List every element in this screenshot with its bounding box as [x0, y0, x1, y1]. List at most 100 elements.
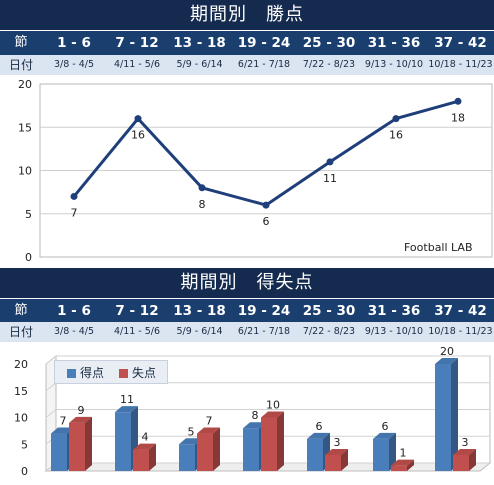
goals-legend: 得点 失点: [54, 360, 168, 384]
y-tick-label: 0: [25, 251, 32, 262]
section-cell: 7 - 12: [115, 35, 159, 51]
bar-label-goals-for: 11: [120, 393, 134, 406]
bar-label-goals-for: 5: [188, 425, 195, 438]
football-lab-watermark: Football LAB: [404, 241, 473, 254]
bar-label-goals-against: 1: [400, 447, 407, 460]
bar-label-goals-for: 20: [440, 345, 454, 358]
bar-top-goals-for: [435, 358, 458, 364]
legend-swatch-goals-against: [119, 369, 128, 378]
bar-top-goals-against: [391, 459, 414, 466]
bar-side-goals-against: [213, 427, 220, 471]
bar-goals-against: [197, 433, 213, 471]
bar-goals-for: [115, 412, 131, 471]
data-label: 16: [389, 129, 403, 142]
date-cell: 5/9 - 6/14: [176, 59, 223, 70]
data-point: [198, 184, 206, 192]
y-tick-label: 5: [21, 438, 28, 451]
data-label: 8: [199, 198, 206, 211]
section-cell: 13 - 18: [173, 35, 226, 51]
bar-top-goals-for: [179, 438, 202, 445]
bar-side-goals-against: [341, 448, 348, 471]
bar-goals-for: [435, 364, 451, 471]
date-cell: 7/22 - 8/23: [302, 59, 356, 70]
date-row-label: 日付: [8, 325, 33, 339]
data-label: 16: [131, 129, 145, 142]
date-cell: 9/13 - 10/10: [364, 59, 424, 70]
bar-goals-against: [453, 454, 469, 471]
section-row-label: 節: [14, 35, 28, 50]
section-cell: 1 - 6: [57, 35, 91, 51]
y-tick-label: 0: [21, 465, 28, 478]
bar-label-goals-against: 4: [142, 431, 149, 444]
data-label: 18: [451, 111, 465, 124]
bar-top-goals-against: [261, 411, 284, 418]
bar-top-goals-for: [51, 427, 74, 434]
bar-top-goals-against: [133, 443, 156, 450]
data-label: 11: [323, 172, 337, 185]
y-tick-label: 20: [18, 78, 32, 91]
section-cell: 7 - 12: [115, 303, 159, 319]
goals-section-header-row: 節 1 - 6 7 - 12 13 - 18 19 - 24 25 - 30 3…: [0, 299, 494, 323]
bar-goals-against: [325, 454, 341, 471]
date-cell: 9/13 - 10/10: [364, 326, 424, 337]
goals-chart-title: 期間別 得失点: [0, 268, 494, 298]
date-cell: 5/9 - 6/14: [176, 326, 223, 337]
data-label: 7: [71, 206, 78, 219]
bar-side-goals-against: [469, 448, 476, 471]
points-chart-title: 期間別 勝点: [0, 0, 494, 30]
date-cell: 4/11 - 5/6: [113, 326, 161, 337]
date-row-label: 日付: [8, 58, 33, 72]
bar-top-goals-against: [69, 416, 92, 423]
section-row-label: 節: [14, 303, 28, 318]
section-cell: 25 - 30: [302, 303, 356, 319]
bar-goals-against: [261, 417, 277, 471]
section-cell: 1 - 6: [57, 303, 91, 319]
date-cell: 4/11 - 5/6: [113, 59, 161, 70]
y-tick-label: 10: [18, 165, 32, 178]
bar-side-goals-against: [407, 459, 414, 471]
y-tick-label: 10: [14, 412, 28, 425]
section-cell: 25 - 30: [302, 35, 356, 51]
data-point: [262, 201, 270, 209]
bar-goals-for: [307, 438, 323, 471]
bar-goals-for: [243, 428, 259, 471]
section-cell: 19 - 24: [237, 303, 291, 319]
bar-label-goals-for: 8: [252, 409, 259, 422]
section-cell: 13 - 18: [173, 303, 226, 319]
legend-label-goals-for: 得点: [80, 366, 105, 380]
bar-top-goals-for: [115, 406, 138, 413]
date-cell: 6/21 - 7/18: [237, 59, 291, 70]
data-point: [454, 97, 462, 105]
bar-label-goals-against: 7: [206, 415, 213, 428]
date-cell: 7/22 - 8/23: [302, 326, 356, 337]
bar-side-goals-against: [85, 416, 92, 471]
bar-label-goals-against: 10: [266, 399, 280, 412]
date-cell: 3/8 - 4/5: [53, 59, 95, 70]
y-tick-label: 15: [14, 385, 28, 398]
data-point: [392, 115, 400, 123]
section-cell: 31 - 36: [367, 35, 421, 51]
bar-side-goals-for: [451, 358, 458, 471]
date-cell: 10/18 - 11/23: [428, 59, 493, 70]
legend-item-goals-for: 得点: [67, 364, 104, 381]
bar-label-goals-for: 6: [316, 420, 323, 433]
bar-side-goals-against: [149, 443, 156, 471]
bar-side-goals-for: [389, 432, 396, 471]
legend-item-goals-against: 失点: [119, 364, 156, 381]
y-tick-label: 5: [25, 208, 32, 221]
bar-top-goals-against: [325, 448, 348, 455]
date-cell: 6/21 - 7/18: [237, 326, 291, 337]
bar-goals-against: [69, 422, 85, 471]
y-tick-label: 20: [14, 358, 28, 371]
data-point: [134, 115, 142, 123]
bar-label-goals-for: 7: [60, 415, 67, 428]
legend-label-goals-against: 失点: [132, 366, 157, 380]
section-cell: 37 - 42: [434, 35, 487, 51]
bar-top-goals-for: [243, 422, 266, 429]
gridline: [45, 409, 490, 418]
bar-top-goals-for: [373, 432, 396, 439]
points-section-header-row: 節 1 - 6 7 - 12 13 - 18 19 - 24 25 - 30 3…: [0, 31, 494, 55]
data-label: 6: [263, 215, 270, 228]
points-line-chart: 0 5 10 15 20 7 16 8 6 11 16 18: [18, 78, 493, 262]
data-point: [326, 158, 334, 166]
